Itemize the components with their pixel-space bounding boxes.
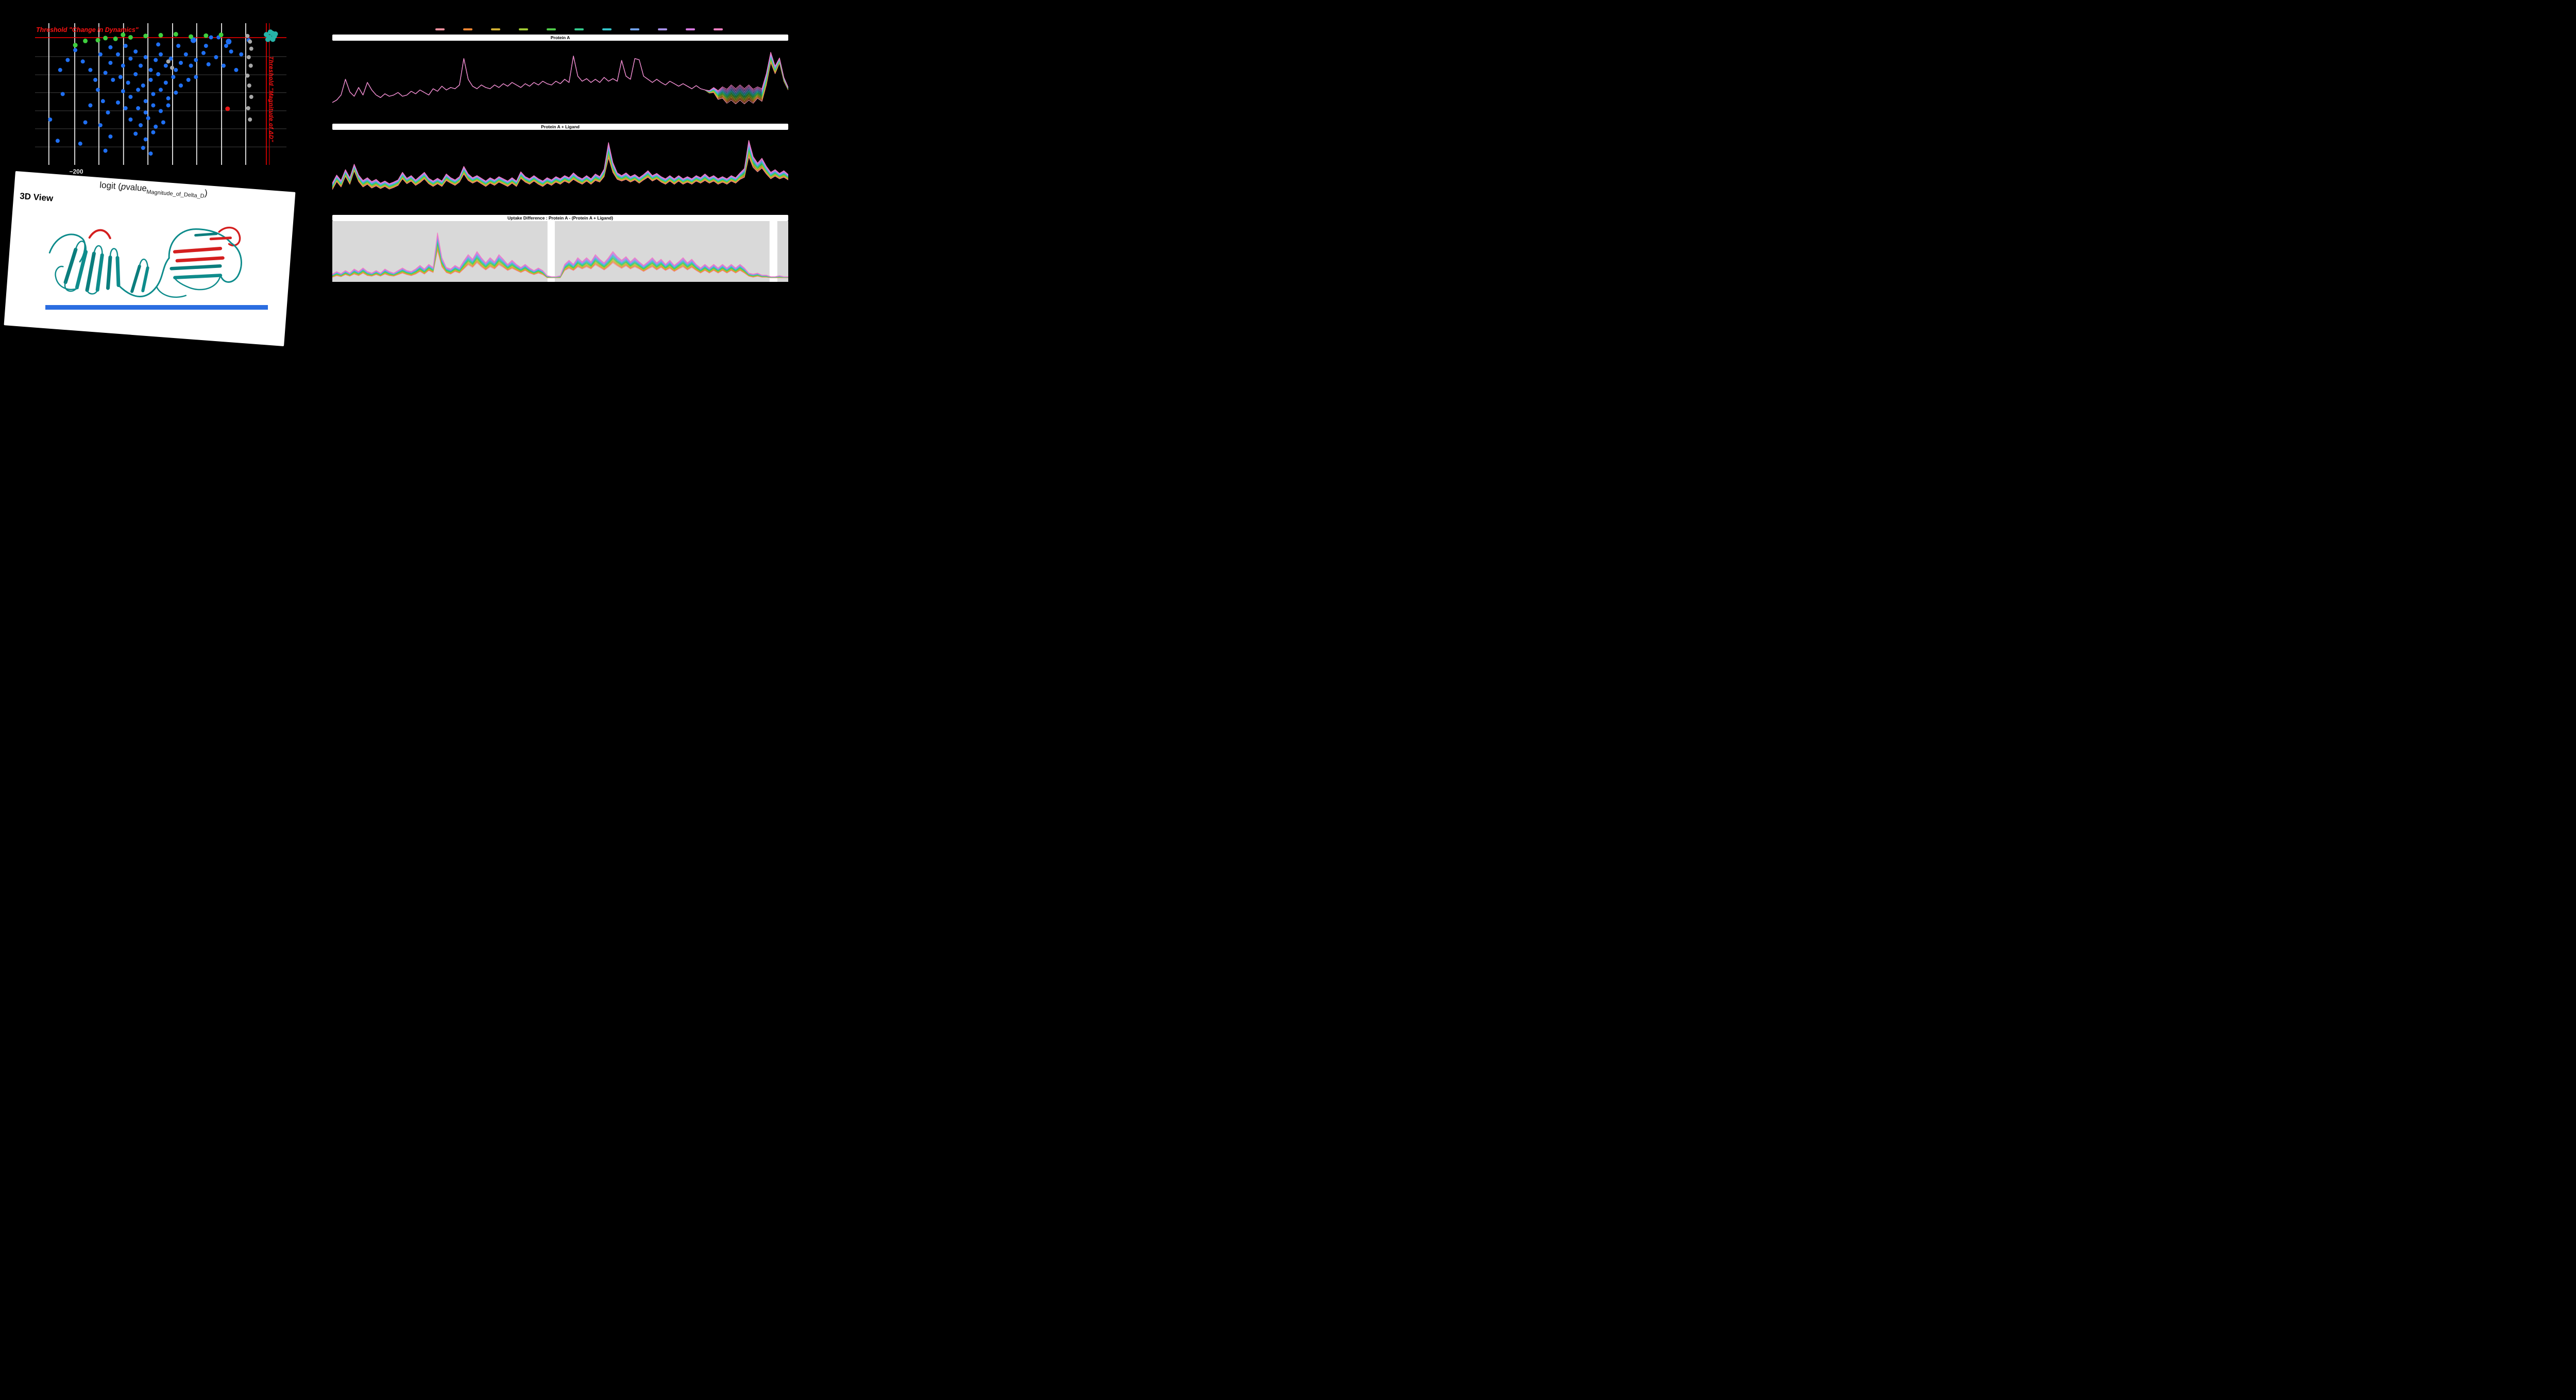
x-label-prefix: logit ( [99,180,122,192]
legend-key-8[interactable] [630,28,639,30]
legend-key-10[interactable] [686,28,695,30]
3d-view-card[interactable]: logit (pvalueMagnitude_of_Delta_D) 3D Vi… [4,171,296,347]
legend-key-1[interactable] [435,28,445,30]
legend-key-6[interactable] [574,28,584,30]
protein-ribbon-structure[interactable] [37,203,259,307]
threshold-magnitude-label: Threshold "Magnitude of ΔD" [268,56,274,142]
panel-title-protein-a: Protein A [332,35,788,41]
threshold-dynamics-label: Threshold "Change in Dynamics" [36,26,139,33]
legend-key-5[interactable] [547,28,556,30]
3d-view-title: 3D View [19,191,54,204]
legend-key-3[interactable] [491,28,500,30]
legend-key-11[interactable] [714,28,723,30]
x-label-subscript: Magnitude_of_Delta_D [146,189,205,199]
uptake-difference-chart[interactable] [332,221,788,282]
legend-key-2[interactable] [463,28,472,30]
volcano-x-axis-label: logit (pvalueMagnitude_of_Delta_D) [99,180,208,199]
volcano-scatter-chart[interactable] [35,23,286,165]
timepoint-legend[interactable] [435,28,723,30]
x-label-close: ) [204,188,208,198]
panel-title-protein-a-ligand: Protein A + Ligand [332,124,788,130]
legend-key-9[interactable] [658,28,667,30]
legend-key-7[interactable] [602,28,612,30]
x-axis-tick-label: −200 [69,168,83,175]
legend-key-4[interactable] [519,28,528,30]
uptake-chart-protein-a-ligand[interactable] [332,130,788,207]
volcano-plot[interactable]: Threshold "Change in Dynamics" Threshold… [35,23,286,175]
x-label-value: value [125,182,147,194]
panel-title-uptake-difference: Uptake Difference : Protein A - (Protein… [332,215,788,221]
uptake-chart-protein-a[interactable] [332,41,788,121]
sequence-bar[interactable] [45,305,268,310]
